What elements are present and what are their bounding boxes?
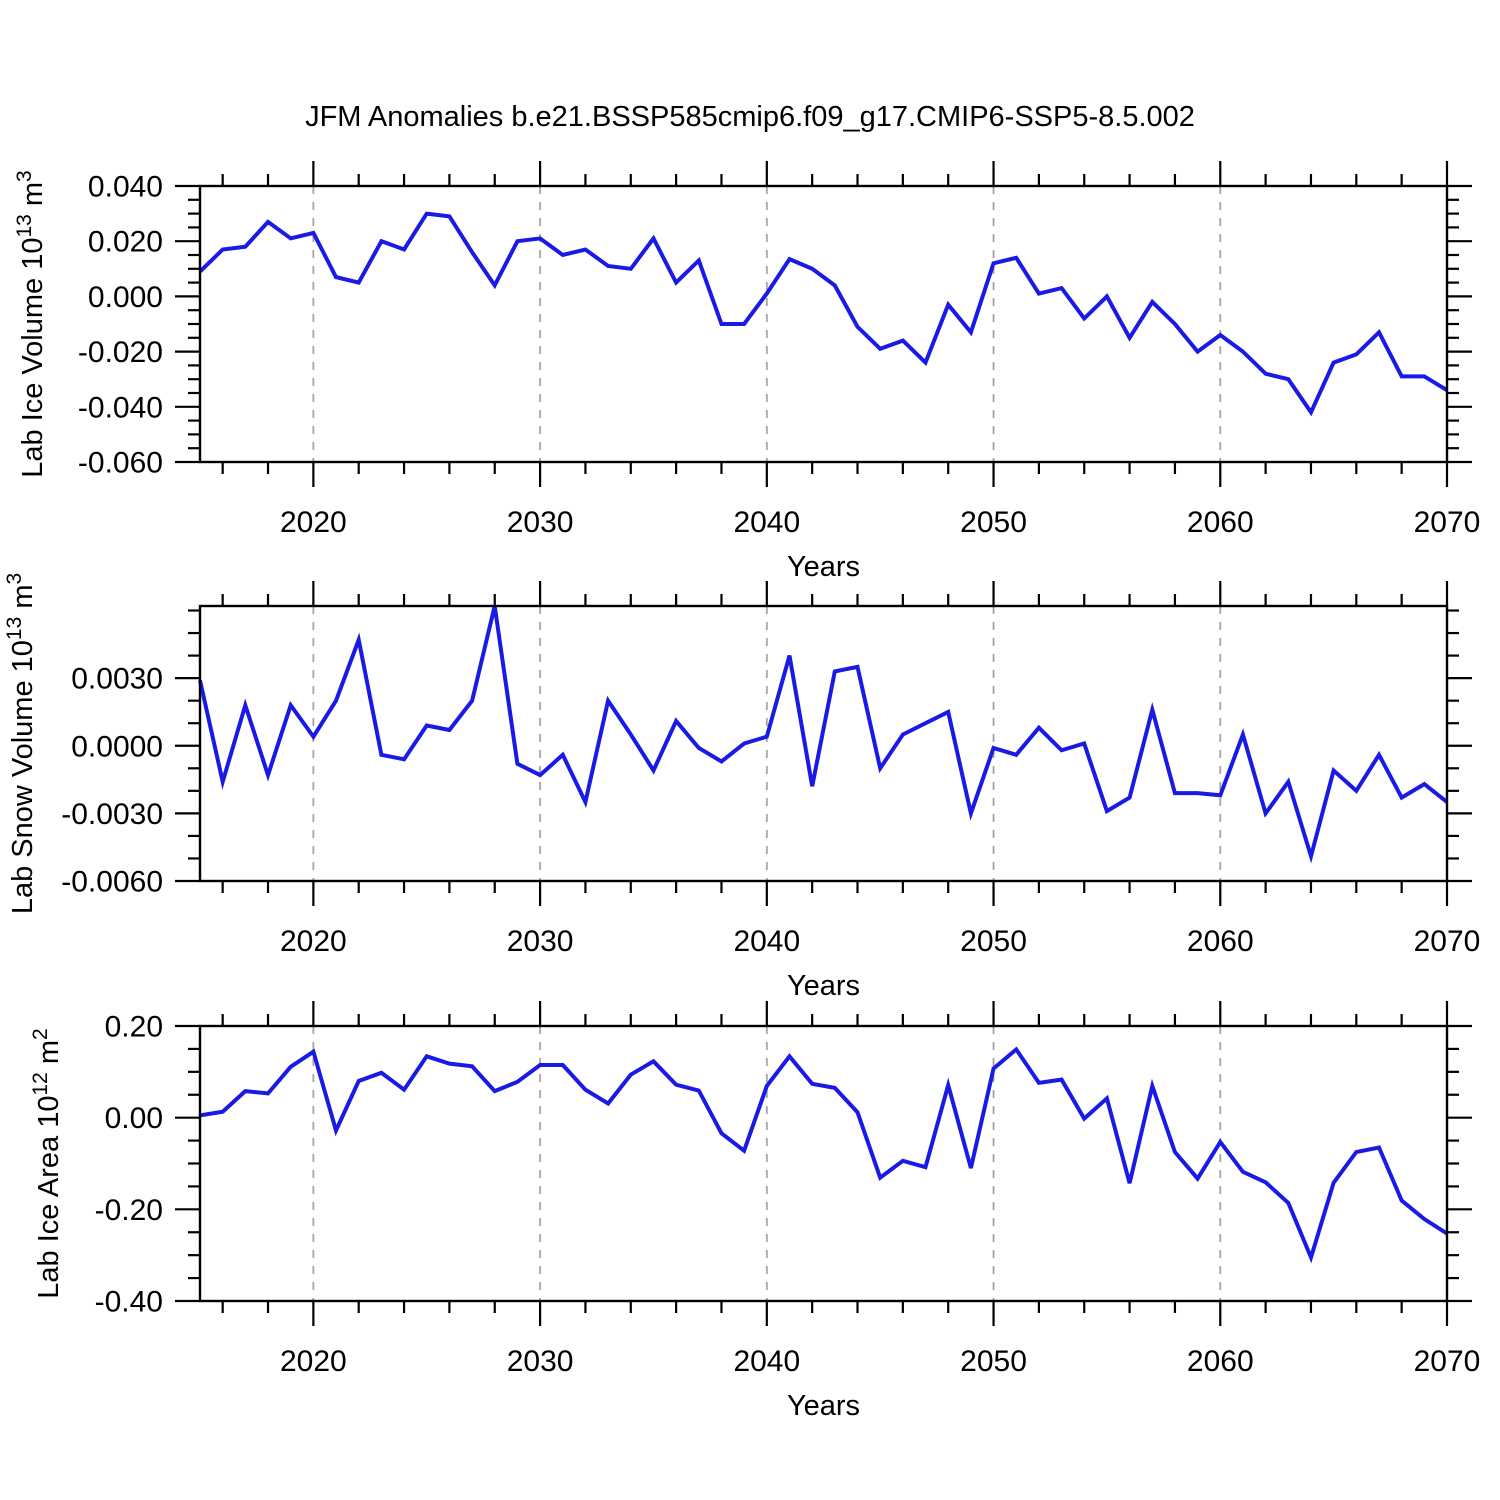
axis-ticks (175, 161, 1472, 487)
x-tick-label: 2020 (280, 1345, 347, 1378)
x-axis-title: Years (787, 1390, 860, 1422)
x-tick-label: 2060 (1187, 925, 1254, 958)
decade-gridlines (312, 1026, 1222, 1301)
x-tick-label: 2060 (1187, 1345, 1254, 1378)
y-tick-label: -0.40 (95, 1286, 163, 1319)
lab-ice-volume-series-line (198, 211, 1449, 417)
x-tick-label: 2040 (733, 925, 800, 958)
y-tick-label: -0.0030 (61, 798, 163, 831)
x-tick-label: 2040 (733, 506, 800, 539)
x-tick-labels: 2020 2030 2040 2050 2060 2070 (280, 925, 1480, 958)
plot-frame (198, 184, 1449, 464)
x-tick-label: 2050 (960, 506, 1027, 539)
x-tick-label: 2030 (507, 925, 574, 958)
x-axis-title: Years (787, 970, 860, 1002)
y-tick-labels: 0.20 0.00 -0.20 -0.40 (95, 1011, 163, 1319)
x-axis-title: Years (787, 551, 860, 583)
y-tick-labels: 0.040 0.020 0.000 -0.020 -0.040 -0.060 (78, 171, 163, 480)
x-tick-label: 2050 (960, 925, 1027, 958)
x-tick-labels: 2020 2030 2040 2050 2060 2070 (280, 506, 1480, 539)
y-tick-label: -0.020 (78, 336, 163, 369)
x-tick-labels: 2020 2030 2040 2050 2060 2070 (280, 1345, 1480, 1378)
y-tick-label: 0.0000 (71, 730, 163, 763)
axis-ticks (175, 1001, 1472, 1326)
y-tick-labels: 0.0030 0.0000 -0.0030 -0.0060 (61, 663, 163, 899)
figure-title: JFM Anomalies b.e21.BSSP585cmip6.f09_g17… (305, 101, 1195, 133)
plot-frame (198, 1024, 1449, 1303)
x-tick-label: 2050 (960, 1345, 1027, 1378)
y-tick-label: -0.20 (95, 1194, 163, 1227)
y-axis-title-text: Lab Ice Volume 1013 m3 (13, 170, 49, 478)
y-tick-label: 0.20 (105, 1011, 163, 1044)
y-axis-title: Lab Ice Volume 1013 m3 (13, 170, 49, 478)
y-tick-label: -0.0060 (61, 866, 163, 899)
plot-frame (198, 604, 1449, 883)
lab-ice-area-series-line (199, 1046, 1449, 1264)
y-tick-label: 0.020 (88, 226, 163, 259)
y-tick-label: 0.040 (88, 171, 163, 204)
x-tick-label: 2070 (1414, 506, 1481, 539)
y-tick-label: -0.040 (78, 391, 163, 424)
lab-snow-volume-series-line (198, 605, 1449, 864)
y-axis-title-text: Lab Ice Area 1012 m2 (29, 1028, 65, 1298)
x-tick-label: 2020 (280, 506, 347, 539)
decade-gridlines (312, 606, 1222, 881)
x-tick-label: 2030 (507, 1345, 574, 1378)
x-tick-label: 2030 (507, 506, 574, 539)
y-axis-title-text: Lab Snow Volume 1013 m3 (3, 573, 39, 914)
panel-lab-ice-volume: 0.040 0.020 0.000 -0.020 -0.040 -0.060 2020 203… (13, 161, 1480, 583)
y-tick-label: 0.00 (105, 1102, 163, 1135)
x-tick-label: 2070 (1414, 1345, 1481, 1378)
x-tick-label: 2070 (1414, 925, 1481, 958)
x-tick-label: 2060 (1187, 506, 1254, 539)
axis-ticks (175, 581, 1472, 906)
y-tick-label: -0.060 (78, 447, 163, 480)
y-axis-title: Lab Ice Area 1012 m2 (29, 1028, 65, 1298)
y-tick-label: 0.000 (88, 281, 163, 314)
x-tick-label: 2040 (733, 1345, 800, 1378)
decade-gridlines (312, 186, 1222, 462)
y-tick-label: 0.0030 (71, 663, 163, 696)
y-axis-title: Lab Snow Volume 1013 m3 (3, 573, 39, 914)
x-tick-label: 2020 (280, 925, 347, 958)
